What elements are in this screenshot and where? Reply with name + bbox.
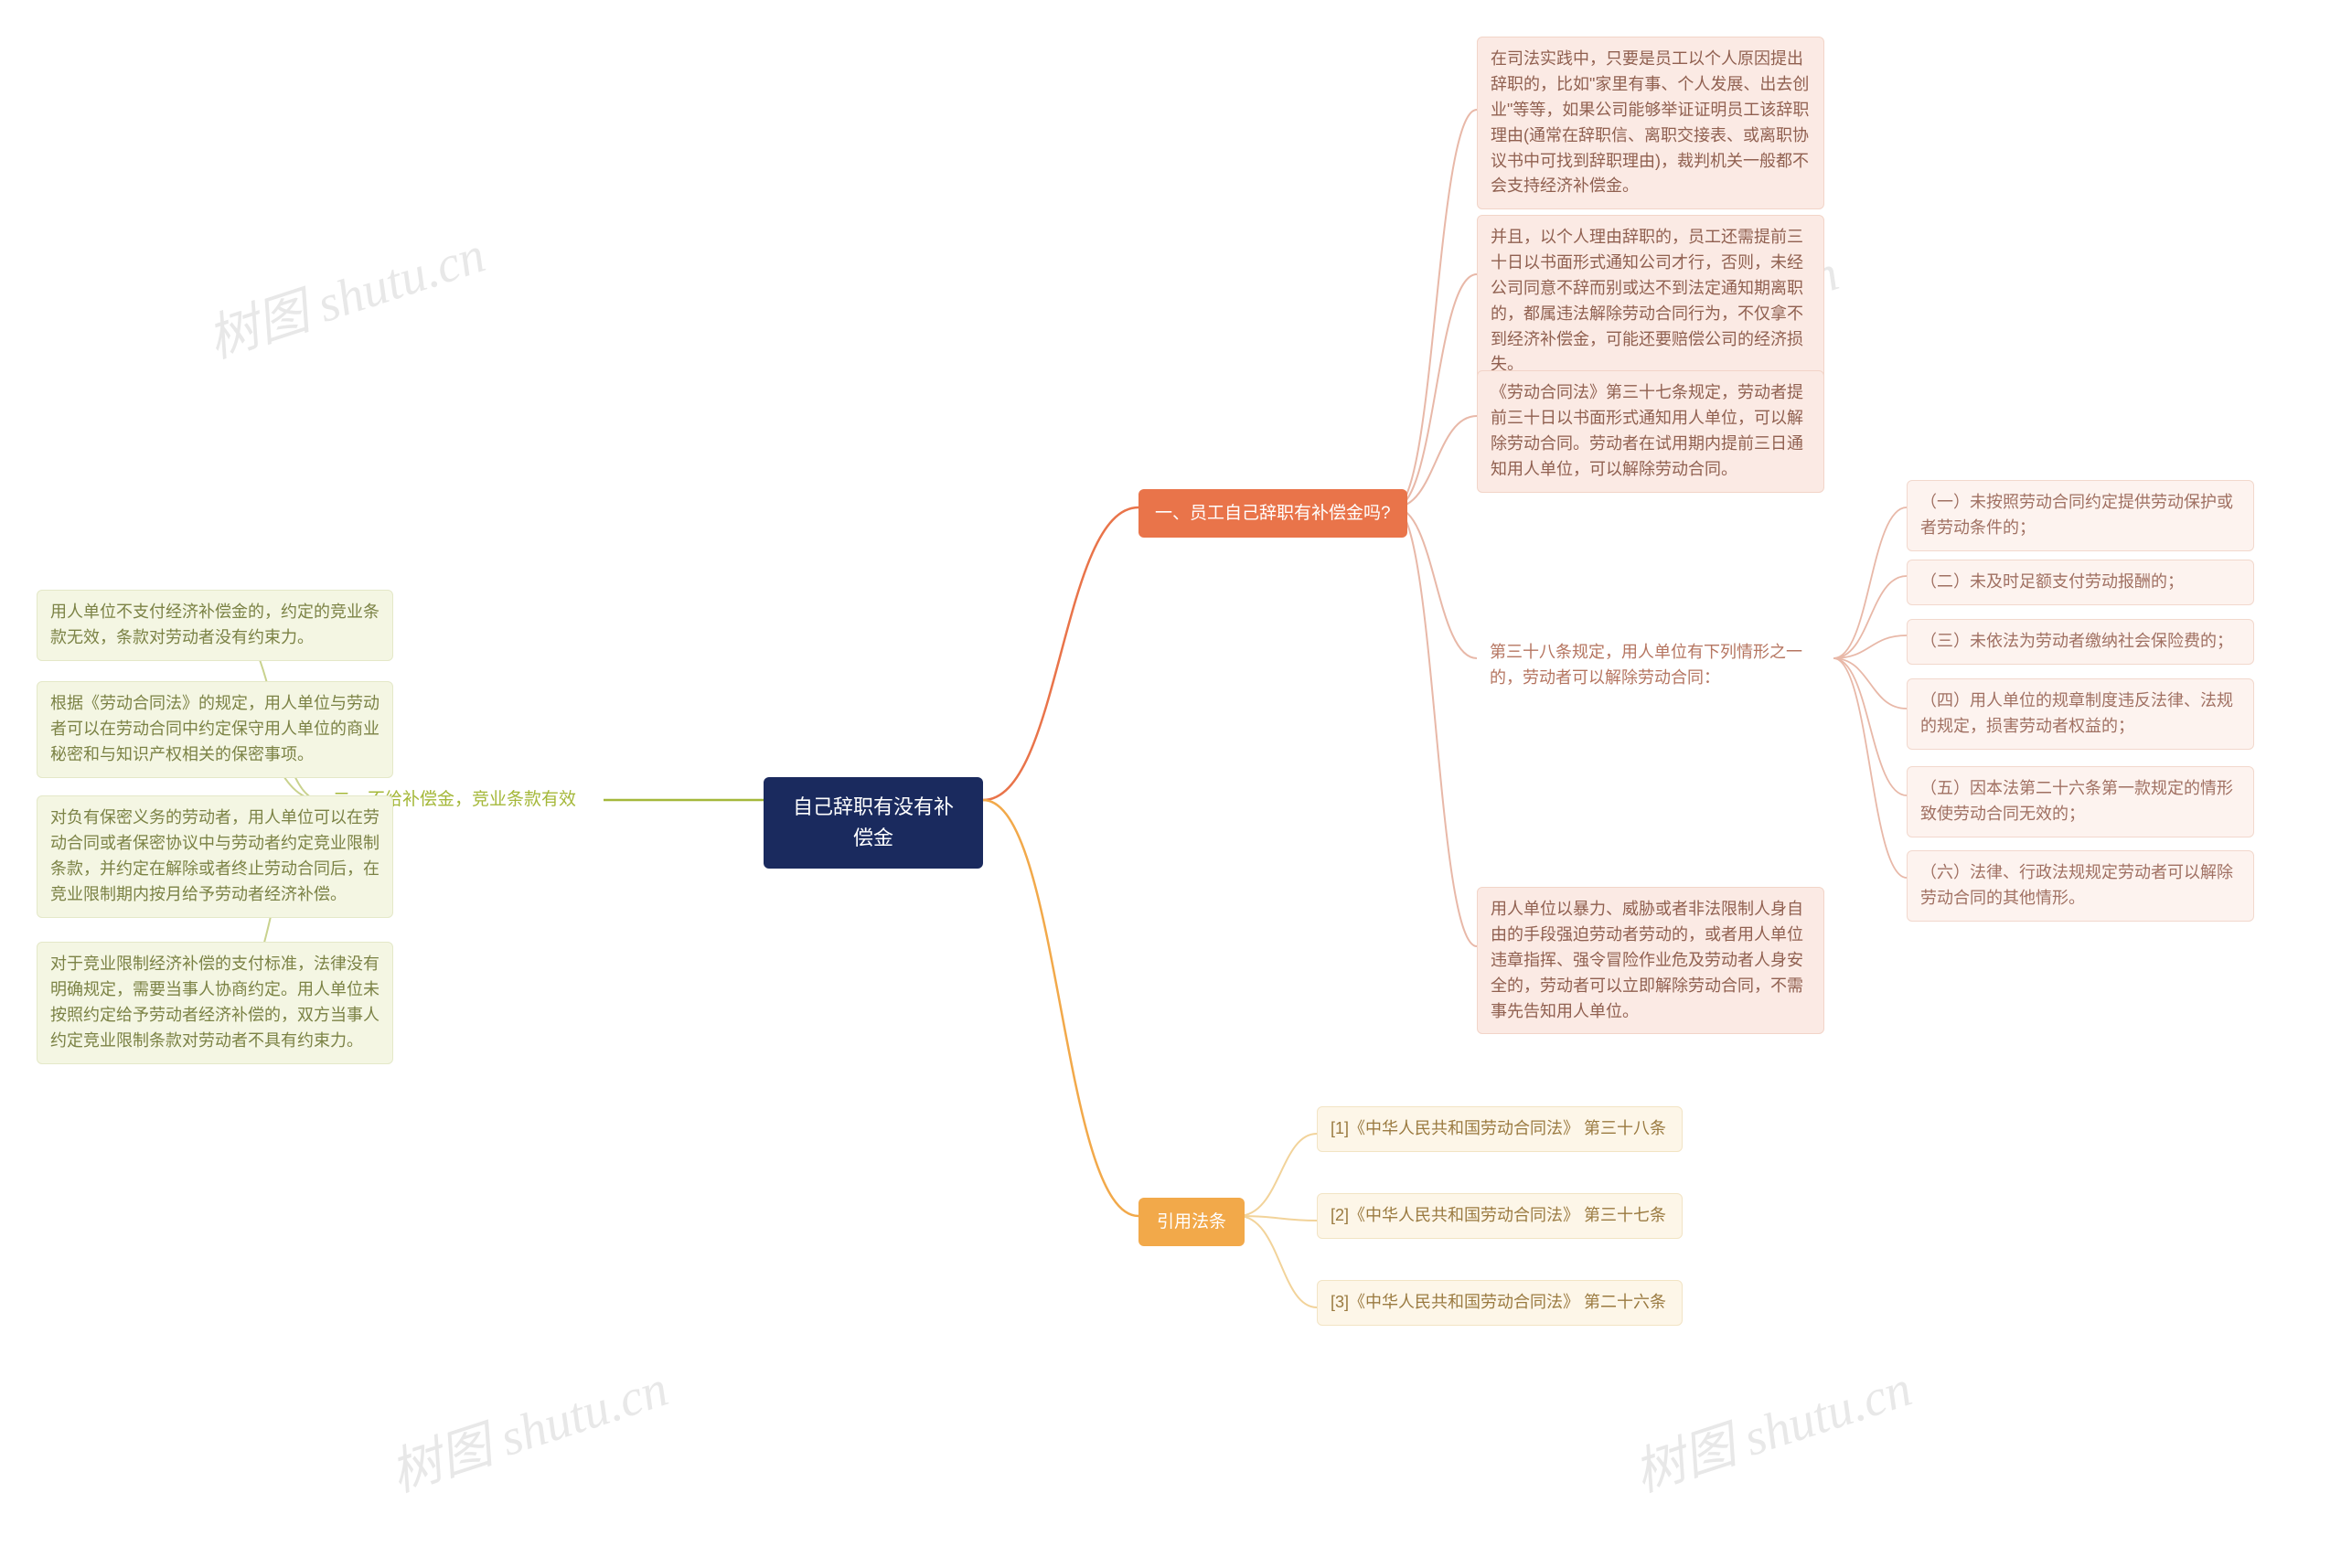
b1-leaf-1: 在司法实践中，只要是员工以个人原因提出辞职的，比如"家里有事、个人发展、出去创业…	[1477, 37, 1824, 209]
watermark: 树图 shutu.cn	[197, 213, 493, 372]
sub38-item-2: （二）未及时足额支付劳动报酬的；	[1907, 560, 2254, 605]
root-node: 自己辞职有没有补偿金	[764, 777, 983, 869]
b1-leaf-2: 并且，以个人理由辞职的，员工还需提前三十日以书面形式通知公司才行，否则，未经公司…	[1477, 215, 1824, 388]
ref-3: [3]《中华人民共和国劳动合同法》 第二十六条	[1317, 1280, 1683, 1326]
sub38-item-5: （五）因本法第二十六条第一款规定的情形致使劳动合同无效的；	[1907, 766, 2254, 837]
watermark: 树图 shutu.cn	[379, 1347, 676, 1506]
ref-1: [1]《中华人民共和国劳动合同法》 第三十八条	[1317, 1106, 1683, 1152]
sub38-item-6: （六）法律、行政法规规定劳动者可以解除劳动合同的其他情形。	[1907, 850, 2254, 922]
b1-sub38-label: 第三十八条规定，用人单位有下列情形之一的，劳动者可以解除劳动合同：	[1477, 631, 1833, 700]
sub38-item-4: （四）用人单位的规章制度违反法律、法规的规定，损害劳动者权益的；	[1907, 678, 2254, 750]
b2-leaf-2: 根据《劳动合同法》的规定，用人单位与劳动者可以在劳动合同中约定保守用人单位的商业…	[37, 681, 393, 778]
sub38-item-1: （一）未按照劳动合同约定提供劳动保护或者劳动条件的；	[1907, 480, 2254, 551]
b1-leaf-3: 《劳动合同法》第三十七条规定，劳动者提前三十日以书面形式通知用人单位，可以解除劳…	[1477, 370, 1824, 493]
ref-2: [2]《中华人民共和国劳动合同法》 第三十七条	[1317, 1193, 1683, 1239]
branch-1-title: 一、员工自己辞职有补偿金吗?	[1138, 489, 1407, 538]
watermark: 树图 shutu.cn	[1623, 1347, 1919, 1506]
branch-3-title: 引用法条	[1138, 1198, 1245, 1246]
sub38-item-3: （三）未依法为劳动者缴纳社会保险费的；	[1907, 619, 2254, 665]
b2-leaf-3: 对负有保密义务的劳动者，用人单位可以在劳动合同或者保密协议中与劳动者约定竞业限制…	[37, 795, 393, 918]
b1-leaf-5: 用人单位以暴力、威胁或者非法限制人身自由的手段强迫劳动者劳动的，或者用人单位违章…	[1477, 887, 1824, 1034]
b2-leaf-1: 用人单位不支付经济补偿金的，约定的竞业条款无效，条款对劳动者没有约束力。	[37, 590, 393, 661]
b2-leaf-4: 对于竞业限制经济补偿的支付标准，法律没有明确规定，需要当事人协商约定。用人单位未…	[37, 942, 393, 1064]
